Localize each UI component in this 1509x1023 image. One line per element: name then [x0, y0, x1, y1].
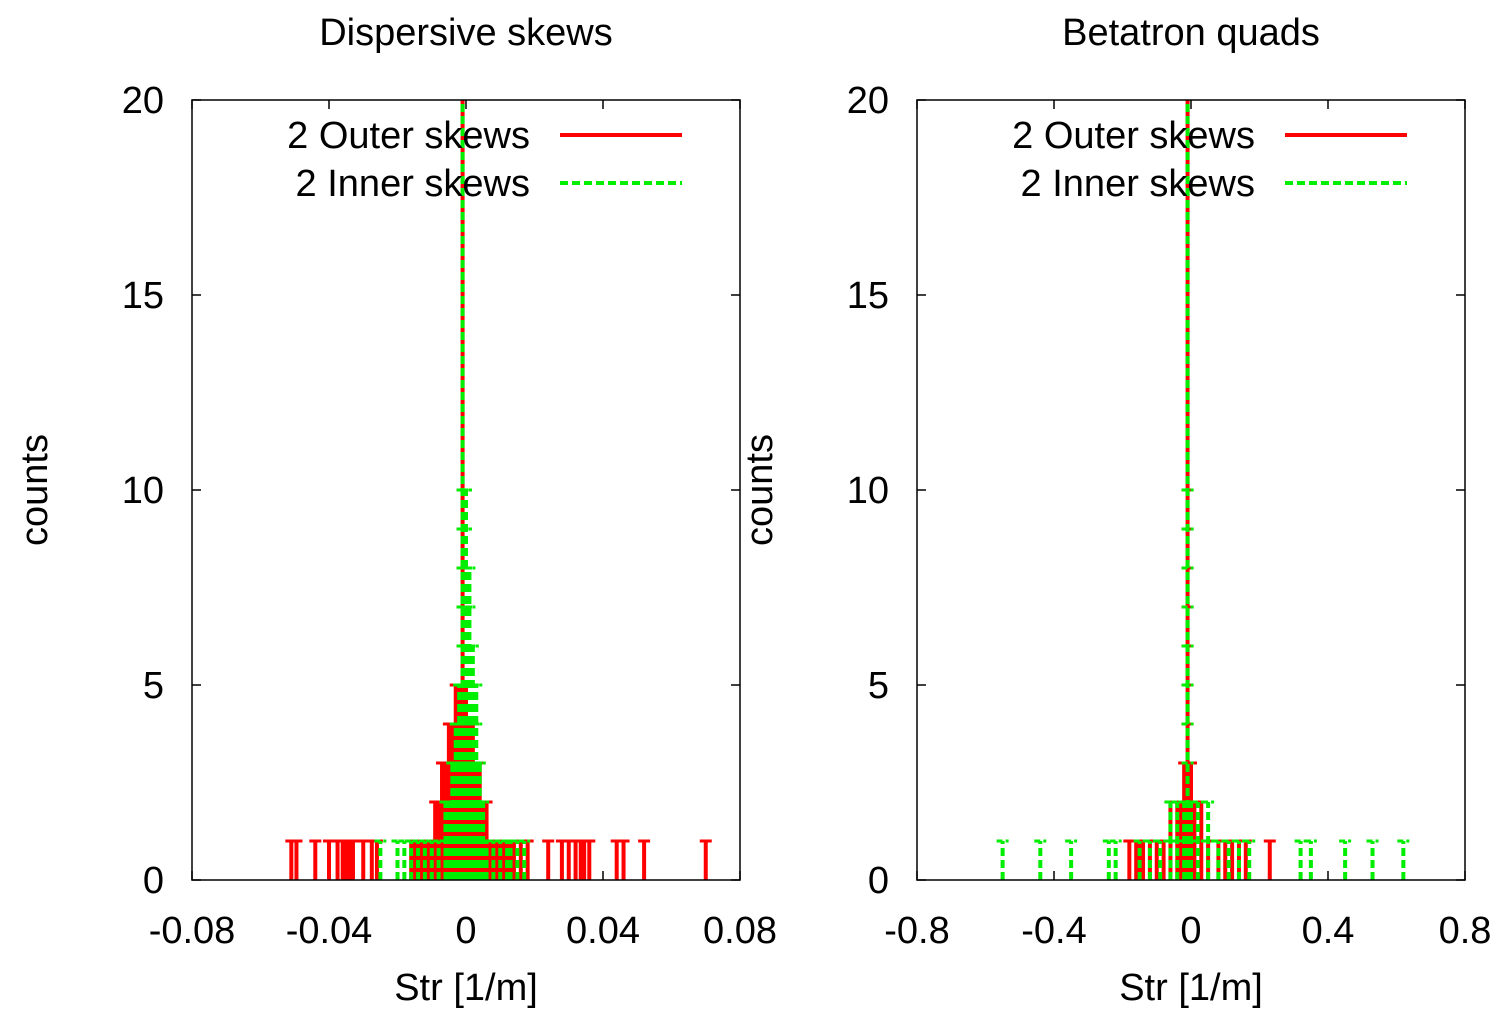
y-axis-label: counts	[14, 434, 56, 546]
chart-title: Dispersive skews	[319, 12, 613, 54]
legend-label: 2 Outer skews	[287, 115, 530, 157]
x-tick-label: 0	[1180, 910, 1201, 952]
x-tick-label: -0.8	[884, 910, 949, 952]
x-axis-label: Str [1/m]	[394, 967, 538, 1009]
plot-frame	[916, 99, 1466, 881]
y-tick-label: 15	[122, 275, 164, 317]
series-outer-skews	[1123, 100, 1276, 880]
y-tick-label: 5	[143, 665, 164, 707]
x-tick-label: -0.04	[286, 910, 373, 952]
chart-title: Betatron quads	[1062, 12, 1320, 54]
y-tick-label: 5	[868, 665, 889, 707]
x-tick-label: 0.8	[1439, 910, 1492, 952]
x-tick-label: 0.08	[703, 910, 777, 952]
panel-dispersive-skews: Dispersive skews counts Str [1/m] 0 5 10 15 20 -…	[14, 12, 777, 1009]
legend-label: 2 Outer skews	[1012, 115, 1255, 157]
series-inner-skews	[374, 100, 531, 880]
series-outer-skews	[285, 100, 712, 880]
x-tick-label: 0.04	[566, 910, 640, 952]
x-tick-label: -0.4	[1021, 910, 1086, 952]
y-tick-label: 10	[122, 470, 164, 512]
legend-label: 2 Inner skews	[296, 163, 530, 205]
x-tick-label: 0.4	[1302, 910, 1355, 952]
y-tick-label: 15	[847, 275, 889, 317]
y-tick-label: 0	[143, 860, 164, 902]
panel-betatron-quads: Betatron quads counts Str [1/m] 0 5 10 15 20 -0.…	[739, 12, 1491, 1009]
y-tick-label: 10	[847, 470, 889, 512]
y-tick-label: 20	[122, 80, 164, 122]
y-tick-label: 20	[847, 80, 889, 122]
legend-label: 2 Inner skews	[1021, 163, 1255, 205]
x-tick-label: 0	[455, 910, 476, 952]
y-axis-label: counts	[739, 434, 781, 546]
plot-frame	[191, 99, 741, 881]
y-tick-label: 0	[868, 860, 889, 902]
x-tick-label: -0.08	[149, 910, 236, 952]
x-axis-label: Str [1/m]	[1119, 967, 1263, 1009]
series-inner-skews	[996, 100, 1410, 880]
